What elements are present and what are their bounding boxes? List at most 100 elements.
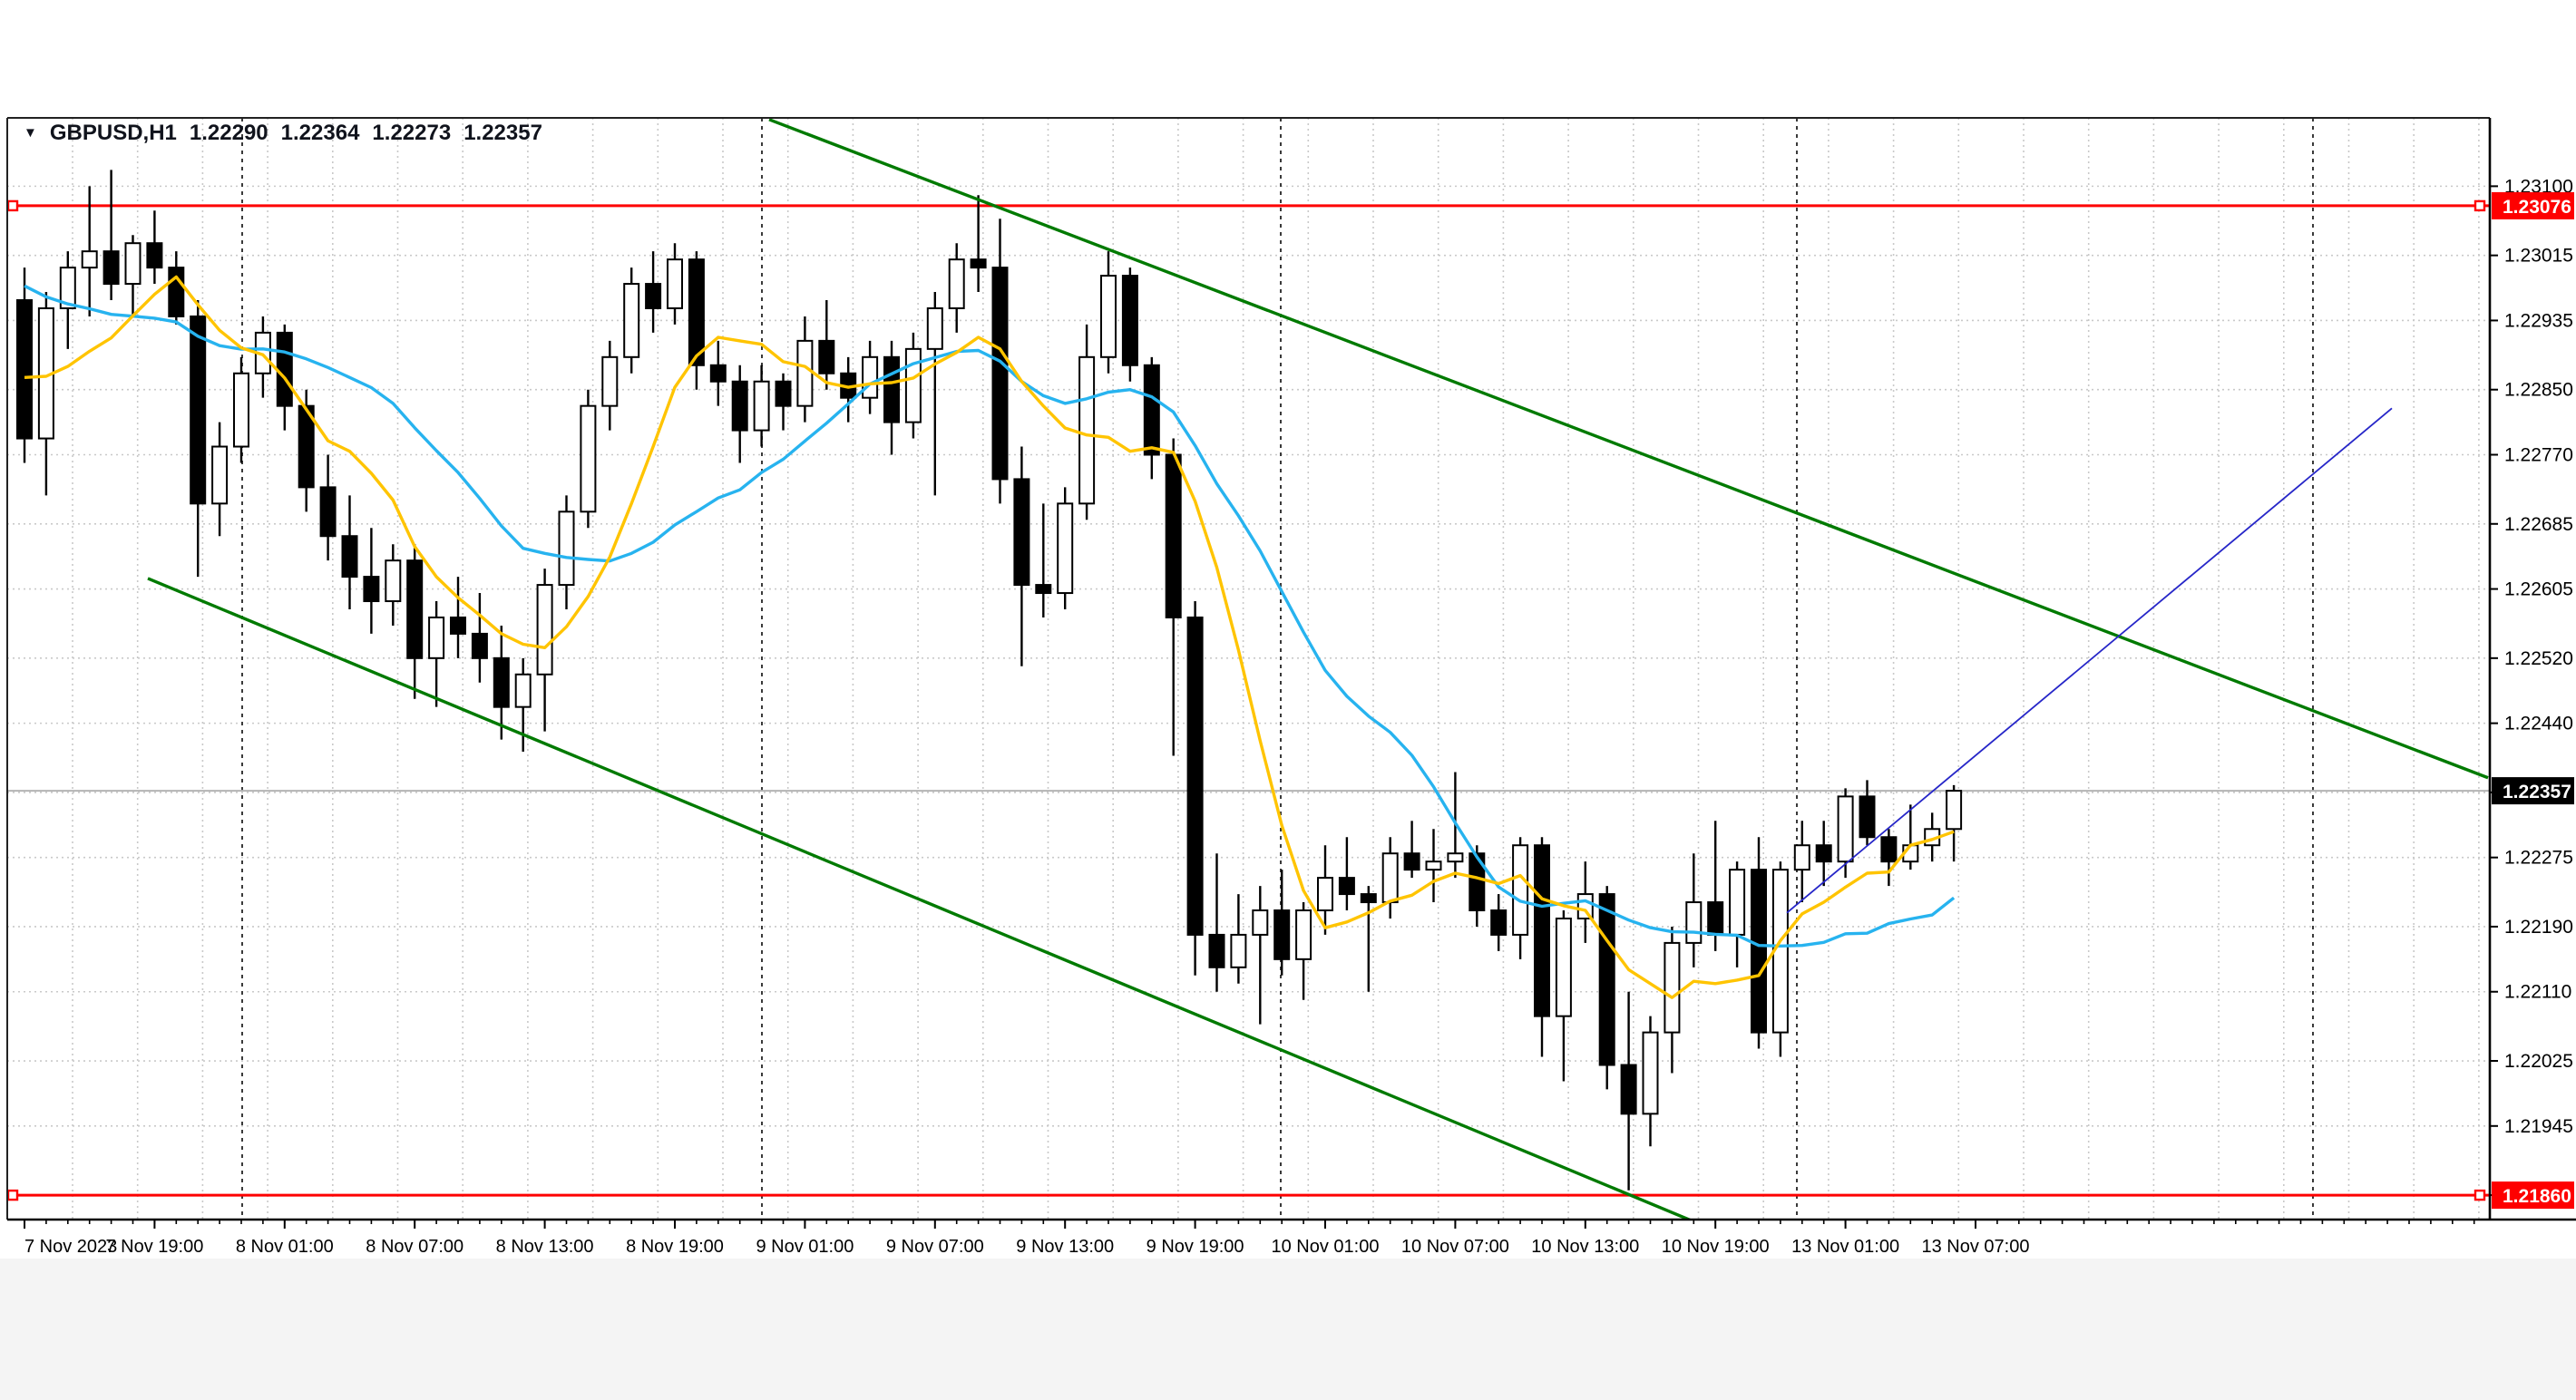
trendline-ascending-support[interactable] [1786,407,2393,914]
price-axis[interactable]: 1.23100 1.23015 1.22935 1.22850 1.22770 1.226… [2490,176,2573,1197]
level-line-handle[interactable] [7,199,19,212]
candle [991,219,1009,504]
candle-body-bull [385,559,402,603]
candle-body-bear [406,559,424,659]
current-price-tag-text: 1.22357 [2503,782,2571,802]
candle [1946,784,1963,862]
candle [428,601,445,707]
price-axis-label: 1.22605 [2504,579,2573,600]
candle [1771,861,1789,1057]
candle [1186,601,1204,976]
footer-band: FXopen® when money makes money Forex Inv… [0,1259,2576,1400]
ma-fast-line[interactable] [24,275,1955,999]
candle [775,373,792,431]
symbol-period-label: GBPUSD,H1 [49,121,177,145]
candle-body-bull [59,267,76,309]
candle [1360,886,1377,992]
ma-slow-line[interactable] [24,284,1956,948]
candle-body-bull [1555,917,1572,1017]
candle-body-bull [904,347,922,423]
candle-body-bear [883,355,900,423]
ohlc-low-value: 1.22273 [372,121,452,145]
candle [1425,829,1442,903]
candle-body-bull [1295,909,1312,960]
price-axis-label: 1.22110 [2504,982,2571,1003]
price-axis-label: 1.22440 [2504,714,2573,734]
candle-body-bull [1729,869,1746,936]
candle-body-bull [1252,909,1269,936]
candle [1035,503,1052,617]
candle [1295,902,1312,1000]
candle-body-bear [709,364,727,383]
candle-body-bull [753,380,770,432]
time-axis-label: 9 Nov 19:00 [1147,1237,1244,1257]
candle [493,625,510,740]
candle-body-bear [1620,1064,1637,1115]
candle-body-bull [948,258,965,309]
time-axis-label: 10 Nov 01:00 [1272,1237,1380,1257]
chart-menu-marker-icon[interactable]: ▼ [24,124,37,141]
candle-body-bear [168,267,185,317]
price-axis-label: 1.22685 [2504,514,2573,535]
candle-body-bear [190,315,207,505]
level-support-tag-text: 1.21860 [2503,1186,2571,1207]
candle-body-bull [862,355,879,399]
price-axis-label: 1.22850 [2504,380,2573,401]
candle [1512,837,1529,959]
candle [970,195,987,293]
candle-body-bear [341,535,358,578]
candle-body-bull [796,339,814,407]
price-chart-plot[interactable]: 1.23100 1.23015 1.22935 1.22850 1.22770 1.226… [0,0,2576,1259]
candle-body-bear [1186,616,1204,936]
level-line-handle[interactable] [2474,199,2486,212]
current-price-tag-bg [2492,777,2574,805]
candle [1490,894,1508,951]
candle [623,267,640,374]
candle [1664,926,1681,1074]
candle-body-bear [1143,364,1160,456]
level-line-handle[interactable] [2474,1189,2486,1201]
candle-body-bear [1035,584,1052,595]
candle [948,243,965,333]
candle [1815,821,1832,887]
time-axis-label: 10 Nov 13:00 [1531,1237,1639,1257]
candle-body-bull [1946,790,1963,831]
ohlc-high-value: 1.22364 [280,121,360,145]
grid-lines [7,118,2490,1220]
level-line-handle[interactable] [7,1189,19,1201]
candle [124,235,141,316]
candle-body-bear [1815,844,1832,863]
candle-body-bear [1273,909,1291,960]
candle-body-bear [731,380,748,432]
price-axis-label: 1.22935 [2504,310,2573,331]
candle [536,569,553,732]
trendline-channel-upper[interactable] [768,118,2489,780]
candle [1598,886,1615,1090]
candle [319,454,337,561]
candle-body-bear [1121,275,1138,366]
candle [1338,837,1355,911]
candle-body-bull [623,283,640,358]
candle [1252,886,1269,1025]
candle-body-bull [601,355,619,407]
plot-layers [7,118,2490,1224]
candle-body-bear [16,299,33,440]
level-support-tag-bg [2492,1181,2574,1210]
candles [16,170,1963,1191]
trendline-channel-lower[interactable] [147,577,1701,1224]
candle [645,251,662,333]
candle-body-bull [233,372,249,448]
candle [1534,837,1550,1057]
chart-title: ▼ GBPUSD,H1 1.22290 1.22364 1.22273 1.22… [24,121,542,146]
time-axis-label: 13 Nov 01:00 [1791,1237,1899,1257]
candle-body-bear [1598,893,1615,1066]
candle-body-bull [1100,275,1117,358]
candle [904,332,922,439]
candle [406,544,424,699]
candle-body-bull [580,404,597,513]
candle-body-bull [1664,941,1681,1034]
candle-body-bull [1837,795,1854,863]
candle [1230,894,1247,984]
candle-body-bear [1403,852,1420,871]
